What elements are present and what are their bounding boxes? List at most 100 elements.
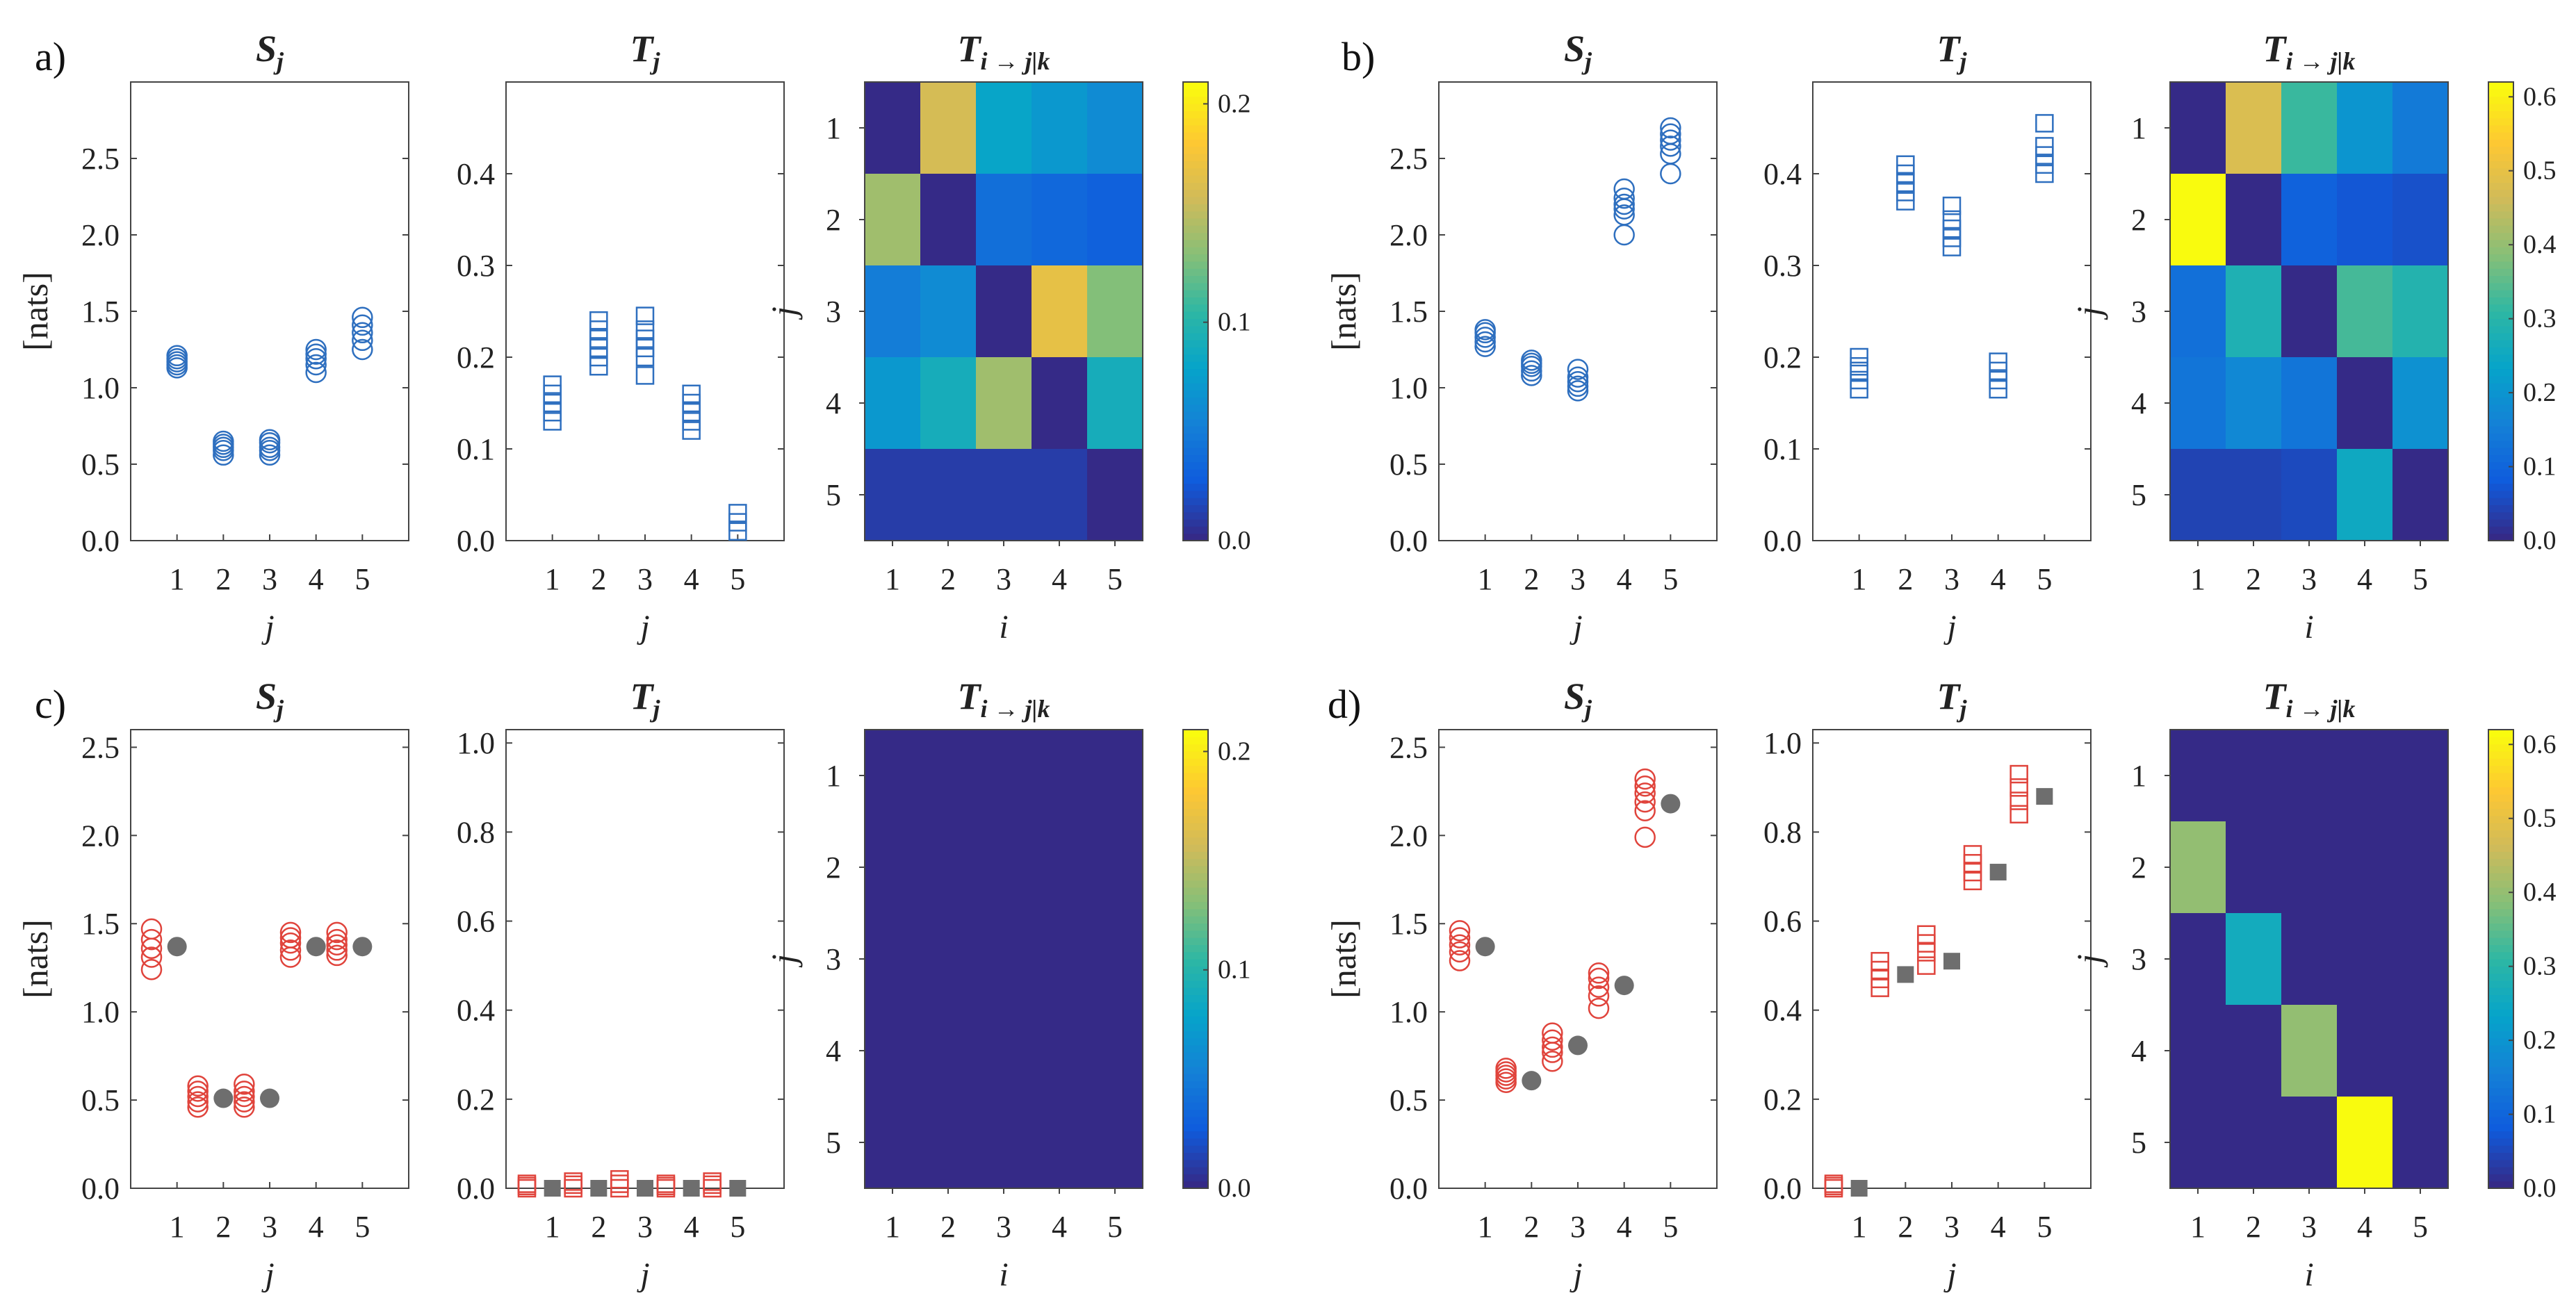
data-point [326, 934, 348, 955]
x-tick-label: 1 [885, 1210, 900, 1244]
panel-title: Ti → j|k [2263, 28, 2356, 75]
x-tick-label: 1 [2190, 562, 2206, 596]
colorbar-segment [2488, 132, 2513, 140]
data-point [234, 1073, 255, 1095]
colorbar-segment [2488, 1052, 2513, 1060]
reference-point [260, 1088, 279, 1108]
colorbar-segment [2488, 211, 2513, 219]
x-tick-label: 4 [309, 1210, 324, 1244]
data-point [279, 939, 302, 961]
colorbar-segment [2488, 361, 2513, 370]
x-tick-label: 5 [1107, 1210, 1123, 1244]
colorbar-segment [1183, 794, 1208, 802]
colorbar-segment [1183, 332, 1208, 340]
colorbar-segment [2488, 980, 2513, 988]
colorbar-segment [1183, 189, 1208, 197]
heatmap-cell [2281, 1005, 2338, 1097]
x-tick-label: 5 [354, 1210, 370, 1244]
colorbar-segment [1183, 361, 1208, 370]
heatmap-cell [2281, 1097, 2338, 1189]
data-point [140, 918, 163, 940]
heatmap-cell [2337, 913, 2393, 1006]
y-tick-label: 0.4 [1763, 994, 1802, 1028]
data-point [543, 375, 562, 394]
data-point [1521, 350, 1542, 371]
heatmap-cell [1032, 449, 1088, 541]
colorbar-segment [1183, 368, 1208, 377]
heatmap-cell [1032, 821, 1088, 914]
x-axis-label: j [1569, 609, 1582, 646]
data-point [326, 928, 348, 951]
x-tick-label: 3 [1570, 562, 1585, 596]
colorbar-segment [1183, 498, 1208, 506]
colorbar-segment [2488, 89, 2513, 97]
colorbar-segment [2488, 966, 2513, 974]
reference-point [1989, 864, 2007, 881]
data-point [279, 927, 302, 949]
data-point [326, 939, 348, 961]
heatmap-cell [2337, 1097, 2393, 1189]
colorbar-segment [2488, 1145, 2513, 1154]
colorbar-segment [1183, 944, 1208, 953]
heatmap-cell [976, 1097, 1032, 1189]
heatmap-cell [2392, 821, 2449, 914]
data-point [1588, 997, 1610, 1019]
colorbar-tick-label: 0.5 [2523, 804, 2557, 833]
colorbar-segment [1183, 837, 1208, 845]
colorbar-segment [1183, 730, 1208, 737]
colorbar-segment [2488, 844, 2513, 852]
panel-title: Ti → j|k [958, 675, 1050, 723]
colorbar-segment [1183, 533, 1208, 541]
y-tick-label: 0.3 [1763, 249, 1802, 283]
colorbar-segment [1183, 858, 1208, 867]
data-point [2010, 805, 2028, 823]
x-tick-label: 4 [1052, 562, 1067, 596]
colorbar-segment [2488, 1174, 2513, 1182]
colorbar-segment [2488, 937, 2513, 945]
heatmap-cell [976, 265, 1032, 358]
colorbar-segment [1183, 1152, 1208, 1160]
y-tick-label: 2.5 [1389, 730, 1428, 764]
heatmap-cell [920, 449, 977, 541]
heatmap-cell [2226, 174, 2282, 266]
data-point [305, 354, 327, 376]
colorbar-tick-label: 0.1 [1218, 308, 1251, 337]
data-point [1495, 1058, 1517, 1079]
data-point [1660, 129, 1681, 151]
heatmap-cell [2392, 449, 2449, 541]
data-point [682, 384, 701, 404]
colorbar-segment [2488, 894, 2513, 903]
colorbar-segment [1183, 959, 1208, 967]
colorbar-segment [2488, 426, 2513, 434]
x-tick-label: 1 [170, 1210, 185, 1244]
heatmap-cell [2337, 82, 2393, 174]
heatmap-cell [976, 913, 1032, 1006]
colorbar-segment [1183, 383, 1208, 391]
heatmap-cell [2281, 357, 2338, 450]
colorbar-segment [1183, 139, 1208, 147]
colorbar-tick-label: 0.2 [1218, 737, 1251, 766]
x-axis-label: j [636, 1256, 649, 1293]
data-point [1474, 327, 1496, 348]
heatmap-cell [2281, 174, 2338, 266]
reference-point [729, 1180, 747, 1197]
colorbar-segment [1183, 916, 1208, 924]
heatmap-cell [920, 1097, 977, 1189]
y-tick-label: 0.2 [1763, 1083, 1802, 1117]
x-tick-label: 4 [1991, 562, 2006, 596]
colorbar-segment [1183, 275, 1208, 284]
colorbar-segment [2488, 880, 2513, 888]
x-axis-label: j [261, 609, 274, 646]
colorbar-segment [1183, 490, 1208, 498]
y-tick-label: 0.5 [81, 1083, 120, 1117]
panel-title: Ti → j|k [2263, 675, 2356, 723]
colorbar-segment [1183, 304, 1208, 312]
colorbar-segment [2488, 461, 2513, 470]
y-tick-label: 3 [826, 942, 841, 976]
x-tick-label: 5 [2413, 562, 2428, 596]
colorbar-segment [2488, 411, 2513, 420]
colorbar-segment [2488, 483, 2513, 491]
colorbar-tick-label: 0.3 [2523, 304, 2557, 334]
data-point [1542, 1022, 1563, 1044]
